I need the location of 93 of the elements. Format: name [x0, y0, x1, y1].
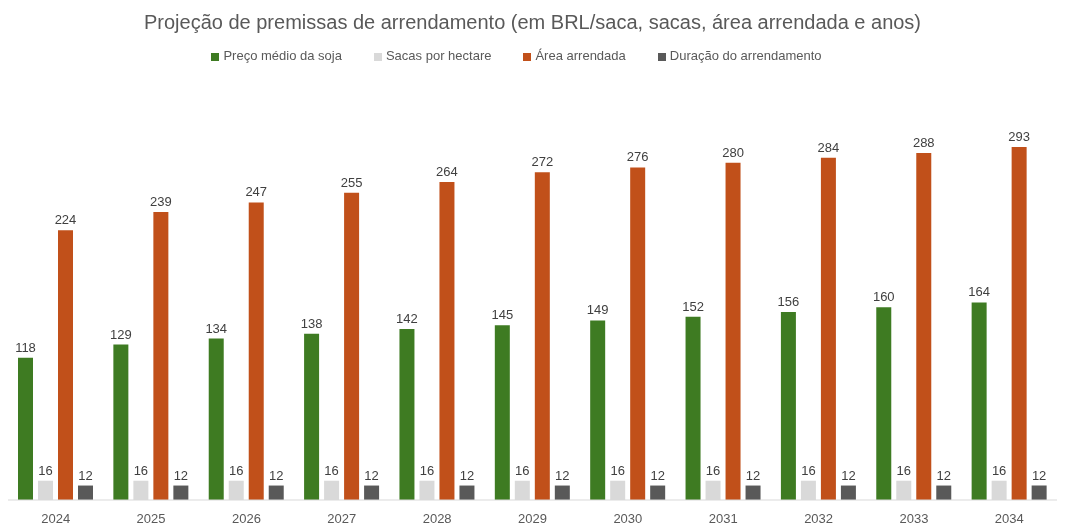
- bar: [439, 181, 455, 500]
- data-label: 12: [268, 467, 284, 483]
- x-tick-label: 2030: [613, 511, 643, 525]
- data-label: 16: [991, 462, 1007, 478]
- bar: [399, 328, 415, 500]
- data-label: 149: [586, 302, 609, 318]
- bar: [745, 485, 761, 500]
- data-label: 16: [515, 462, 530, 478]
- x-tick-label: 2033: [899, 511, 929, 525]
- data-label: 255: [340, 174, 363, 190]
- x-tick-label: 2034: [994, 511, 1024, 525]
- data-label: 12: [841, 467, 856, 483]
- bar: [780, 312, 796, 500]
- data-label: 12: [650, 467, 665, 483]
- bar: [534, 172, 550, 500]
- x-tick-label: 2026: [231, 511, 261, 525]
- data-label: 12: [173, 467, 189, 483]
- data-label: 164: [968, 284, 990, 300]
- bar: [18, 357, 33, 500]
- bar: [916, 153, 932, 500]
- x-tick-label: 2024: [41, 511, 71, 525]
- bar: [630, 167, 646, 500]
- legend-label: Preço médio da soja: [223, 48, 342, 63]
- bar: [1011, 147, 1027, 500]
- data-label: 264: [436, 163, 458, 179]
- legend-label: Duração do arrendamento: [669, 48, 822, 63]
- data-label: 276: [626, 149, 649, 165]
- data-label: 16: [133, 462, 149, 478]
- data-label: 12: [555, 467, 570, 483]
- x-tick-label: 2029: [518, 511, 547, 525]
- data-label: 12: [936, 467, 952, 483]
- data-label: 280: [722, 144, 744, 160]
- bar: [248, 202, 264, 500]
- data-label: 138: [300, 315, 323, 331]
- data-label: 16: [38, 462, 53, 478]
- data-label: 152: [682, 298, 704, 314]
- data-label: 129: [110, 326, 132, 342]
- bar: [208, 338, 224, 500]
- data-label: 145: [491, 307, 514, 323]
- bar: [820, 157, 836, 500]
- bar: [113, 344, 129, 500]
- data-label: 293: [1008, 129, 1030, 144]
- bar: [971, 302, 987, 500]
- bar: [685, 316, 701, 500]
- bar: [725, 162, 741, 500]
- chart-title: Projeção de premissas de arrendamento (em BRL/saca, sacas, área arrendada e anos): [142, 10, 923, 35]
- data-label: 16: [801, 462, 816, 478]
- bar: [590, 320, 606, 500]
- data-label: 16: [610, 462, 625, 478]
- data-label: 16: [419, 462, 435, 478]
- data-label: 16: [228, 462, 244, 478]
- bar: [876, 307, 892, 500]
- bar: [78, 485, 93, 500]
- bar: [268, 485, 284, 500]
- data-label: 12: [364, 467, 379, 483]
- bar: [304, 333, 320, 500]
- data-label: 12: [459, 467, 475, 483]
- bar: [650, 485, 666, 500]
- bar: [58, 230, 73, 500]
- data-label: 134: [205, 320, 228, 336]
- data-label: 16: [324, 462, 339, 478]
- data-label: 12: [745, 467, 761, 483]
- x-tick-label: 2031: [708, 511, 738, 525]
- data-label: 160: [872, 289, 895, 305]
- x-tick-label: 2028: [422, 511, 452, 525]
- bar: [936, 485, 952, 500]
- bar: [1031, 485, 1047, 500]
- data-label: 156: [777, 294, 800, 310]
- data-label: 16: [896, 462, 912, 478]
- bar: [153, 212, 169, 500]
- x-tick-label: 2032: [804, 511, 834, 525]
- data-label: 16: [705, 462, 721, 478]
- data-label: 284: [817, 139, 840, 155]
- data-label: 12: [1031, 467, 1047, 483]
- bar: [840, 485, 856, 500]
- bar: [459, 485, 475, 500]
- bar: [364, 485, 380, 500]
- bar: [494, 325, 510, 500]
- data-label: 272: [531, 154, 554, 170]
- data-label: 288: [912, 135, 935, 151]
- data-label: 239: [150, 194, 172, 210]
- data-label: 224: [54, 212, 77, 228]
- bar: [173, 485, 189, 500]
- legend-label: Área arrendada: [535, 48, 626, 63]
- data-label: 118: [15, 339, 36, 355]
- x-tick-label: 2025: [136, 511, 166, 525]
- data-label: 142: [396, 310, 418, 326]
- data-label: 12: [78, 467, 93, 483]
- bar: [554, 485, 570, 500]
- x-tick-label: 2027: [327, 511, 357, 525]
- legend-label: Sacas por hectare: [385, 48, 492, 63]
- data-label: 247: [245, 184, 268, 200]
- bar: [344, 192, 360, 500]
